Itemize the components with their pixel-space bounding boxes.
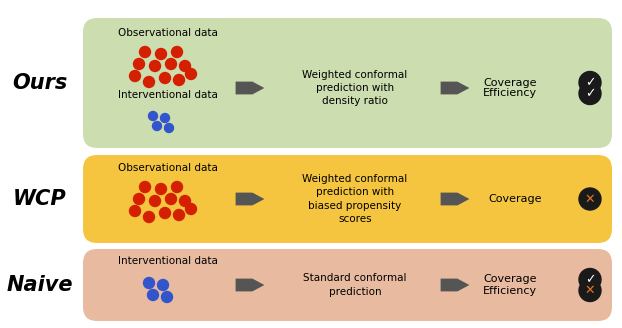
Circle shape bbox=[129, 71, 141, 81]
Circle shape bbox=[139, 47, 151, 57]
Text: Efficiency: Efficiency bbox=[483, 285, 537, 296]
Polygon shape bbox=[236, 278, 264, 291]
FancyBboxPatch shape bbox=[83, 155, 612, 243]
FancyBboxPatch shape bbox=[83, 249, 612, 321]
Text: Coverage: Coverage bbox=[483, 275, 537, 284]
Text: Coverage: Coverage bbox=[483, 77, 537, 88]
Circle shape bbox=[185, 69, 197, 79]
Circle shape bbox=[144, 76, 154, 88]
Text: ✓: ✓ bbox=[585, 273, 595, 286]
Circle shape bbox=[149, 112, 157, 120]
Circle shape bbox=[185, 203, 197, 215]
Text: Weighted conformal
prediction with
density ratio: Weighted conformal prediction with densi… bbox=[302, 70, 407, 106]
Circle shape bbox=[579, 269, 601, 291]
Circle shape bbox=[174, 210, 185, 220]
Polygon shape bbox=[236, 193, 264, 205]
Text: WCP: WCP bbox=[13, 189, 67, 209]
Circle shape bbox=[149, 195, 160, 207]
Circle shape bbox=[160, 113, 170, 122]
Circle shape bbox=[134, 58, 144, 70]
Polygon shape bbox=[236, 82, 264, 94]
Circle shape bbox=[159, 72, 170, 84]
Circle shape bbox=[180, 60, 190, 72]
Polygon shape bbox=[440, 82, 470, 94]
Polygon shape bbox=[440, 278, 470, 291]
Polygon shape bbox=[440, 193, 470, 205]
Text: Ours: Ours bbox=[12, 73, 68, 93]
Circle shape bbox=[156, 183, 167, 195]
Circle shape bbox=[134, 194, 144, 204]
Circle shape bbox=[579, 72, 601, 93]
FancyBboxPatch shape bbox=[83, 18, 612, 148]
Circle shape bbox=[164, 124, 174, 133]
Circle shape bbox=[144, 277, 154, 289]
Circle shape bbox=[129, 206, 141, 216]
Text: Interventional data: Interventional data bbox=[118, 256, 218, 266]
Circle shape bbox=[156, 49, 167, 59]
Text: ✕: ✕ bbox=[585, 284, 595, 297]
Text: ✓: ✓ bbox=[585, 87, 595, 100]
Circle shape bbox=[144, 212, 154, 222]
Text: ✓: ✓ bbox=[585, 76, 595, 89]
Text: Weighted conformal
prediction with
biased propensity
scores: Weighted conformal prediction with biase… bbox=[302, 174, 407, 224]
Circle shape bbox=[172, 181, 182, 193]
Circle shape bbox=[149, 60, 160, 72]
Text: ✕: ✕ bbox=[585, 193, 595, 206]
Circle shape bbox=[162, 292, 172, 302]
Circle shape bbox=[579, 188, 601, 210]
Circle shape bbox=[174, 74, 185, 86]
Circle shape bbox=[159, 208, 170, 218]
Text: Standard conformal
prediction: Standard conformal prediction bbox=[304, 274, 407, 297]
Text: Observational data: Observational data bbox=[118, 28, 218, 38]
Circle shape bbox=[165, 58, 177, 70]
Circle shape bbox=[172, 47, 182, 57]
Circle shape bbox=[147, 290, 159, 300]
Text: Efficiency: Efficiency bbox=[483, 89, 537, 98]
Circle shape bbox=[152, 121, 162, 131]
Text: Naive: Naive bbox=[7, 275, 73, 295]
Circle shape bbox=[579, 279, 601, 301]
Text: Coverage: Coverage bbox=[488, 194, 542, 204]
Circle shape bbox=[139, 181, 151, 193]
Circle shape bbox=[165, 194, 177, 204]
Text: Observational data: Observational data bbox=[118, 163, 218, 173]
Circle shape bbox=[579, 83, 601, 105]
Text: Interventional data: Interventional data bbox=[118, 90, 218, 100]
Circle shape bbox=[157, 279, 169, 291]
Circle shape bbox=[180, 195, 190, 207]
